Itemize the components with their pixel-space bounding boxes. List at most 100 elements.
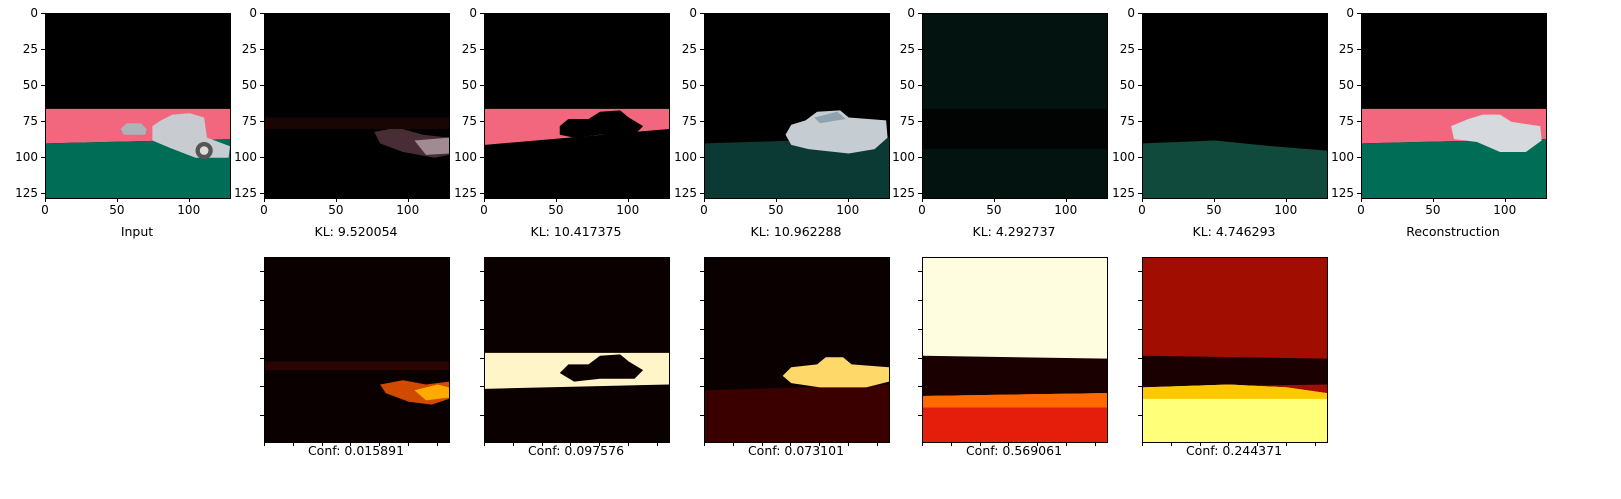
x-tick-mark [1213,198,1215,202]
confidence-caption: Conf: 0.073101 [747,443,845,458]
x-tick-mark [950,442,952,446]
confidence-map-4 [922,257,1108,443]
x-tick-label: 0 [1138,203,1146,217]
y-tick-mark [1357,120,1361,122]
x-tick-label: 50 [986,203,1002,217]
y-tick-mark [41,192,45,194]
y-tick-mark [480,48,484,50]
x-tick-label: 0 [700,203,708,217]
y-tick-label: 50 [241,77,257,92]
y-tick-label: 100 [1331,149,1354,164]
x-tick-mark [1065,442,1067,446]
x-tick-mark [1285,442,1287,446]
confidence-map-3 [704,257,890,443]
y-tick-mark [700,328,704,330]
x-tick-mark [627,198,629,202]
y-tick-mark [918,84,922,86]
x-tick-mark [704,442,705,446]
x-tick-mark [484,442,485,446]
y-tick-label: 75 [899,113,915,128]
y-tick-label: 75 [681,113,697,128]
x-tick-mark [1008,442,1010,446]
x-tick-mark [627,442,629,446]
y-tick-mark [480,357,484,359]
y-tick-mark [1138,13,1142,14]
x-tick-mark [436,442,438,446]
y-tick-mark [918,415,922,417]
y-tick-label: 0 [469,6,477,20]
y-tick-mark [918,156,922,158]
y-tick-mark [260,48,264,50]
panel-caption: Reconstruction [1406,224,1500,239]
y-tick-label: 100 [1112,149,1135,164]
x-tick-label: 0 [260,203,268,217]
x-tick-mark [1361,198,1362,202]
y-tick-label: 75 [1338,113,1354,128]
y-tick-mark [41,13,45,14]
x-tick-mark [1257,442,1258,446]
y-tick-label: 25 [22,41,38,56]
x-tick-mark [407,198,409,202]
y-tick-mark [41,120,45,122]
x-tick-label: 50 [768,203,784,217]
x-tick-label: 100 [1493,203,1517,217]
y-tick-mark [1138,328,1142,330]
x-tick-mark [979,442,981,446]
y-tick-label: 75 [22,113,38,128]
y-tick-mark [700,156,704,158]
y-tick-label: 125 [1331,185,1354,200]
y-tick-label: 100 [15,149,38,164]
y-tick-mark [260,13,264,14]
y-tick-mark [1357,156,1361,158]
y-tick-label: 0 [249,6,257,20]
y-tick-mark [260,415,264,417]
y-tick-mark [1138,156,1142,158]
y-tick-mark [480,120,484,122]
y-tick-label: 50 [681,77,697,92]
y-tick-mark [480,84,484,86]
y-tick-label: 0 [30,6,38,20]
confidence-caption: Conf: 0.244371 [1185,443,1283,458]
y-tick-mark [918,13,922,14]
y-tick-mark [700,300,704,302]
y-tick-mark [700,120,704,122]
x-tick-label: 100 [1054,203,1078,217]
y-tick-label: 125 [234,185,257,200]
y-tick-mark [918,192,922,194]
x-tick-label: 0 [41,203,49,217]
x-tick-label: 50 [109,203,125,217]
y-tick-label: 100 [892,149,915,164]
y-tick-label: 100 [234,149,257,164]
y-tick-label: 25 [241,41,257,56]
component-5-image [1142,13,1328,199]
panel-caption: KL: 10.962288 [750,224,842,239]
x-tick-mark [993,198,995,202]
component-1-image-pixels [265,117,449,158]
y-tick-mark [260,271,264,273]
x-tick-mark [484,198,485,202]
y-tick-mark [1138,192,1142,194]
y-tick-mark [700,386,704,388]
y-tick-mark [1138,357,1142,359]
component-2-image [484,13,670,199]
y-tick-label: 50 [1338,77,1354,92]
y-tick-mark [700,415,704,417]
component-3-image-pixels [705,110,889,198]
y-tick-mark [918,300,922,302]
y-tick-label: 50 [461,77,477,92]
x-tick-label: 0 [1357,203,1365,217]
component-3-image [704,13,890,199]
x-tick-mark [599,442,600,446]
y-tick-label: 0 [907,6,915,20]
y-tick-label: 125 [892,185,915,200]
y-tick-mark [1138,48,1142,50]
x-tick-label: 100 [616,203,640,217]
x-tick-mark [321,442,323,446]
y-tick-mark [480,415,484,417]
y-tick-mark [480,271,484,273]
y-tick-mark [918,328,922,330]
y-tick-label: 0 [1127,6,1135,20]
y-tick-mark [480,13,484,14]
y-tick-label: 75 [241,113,257,128]
